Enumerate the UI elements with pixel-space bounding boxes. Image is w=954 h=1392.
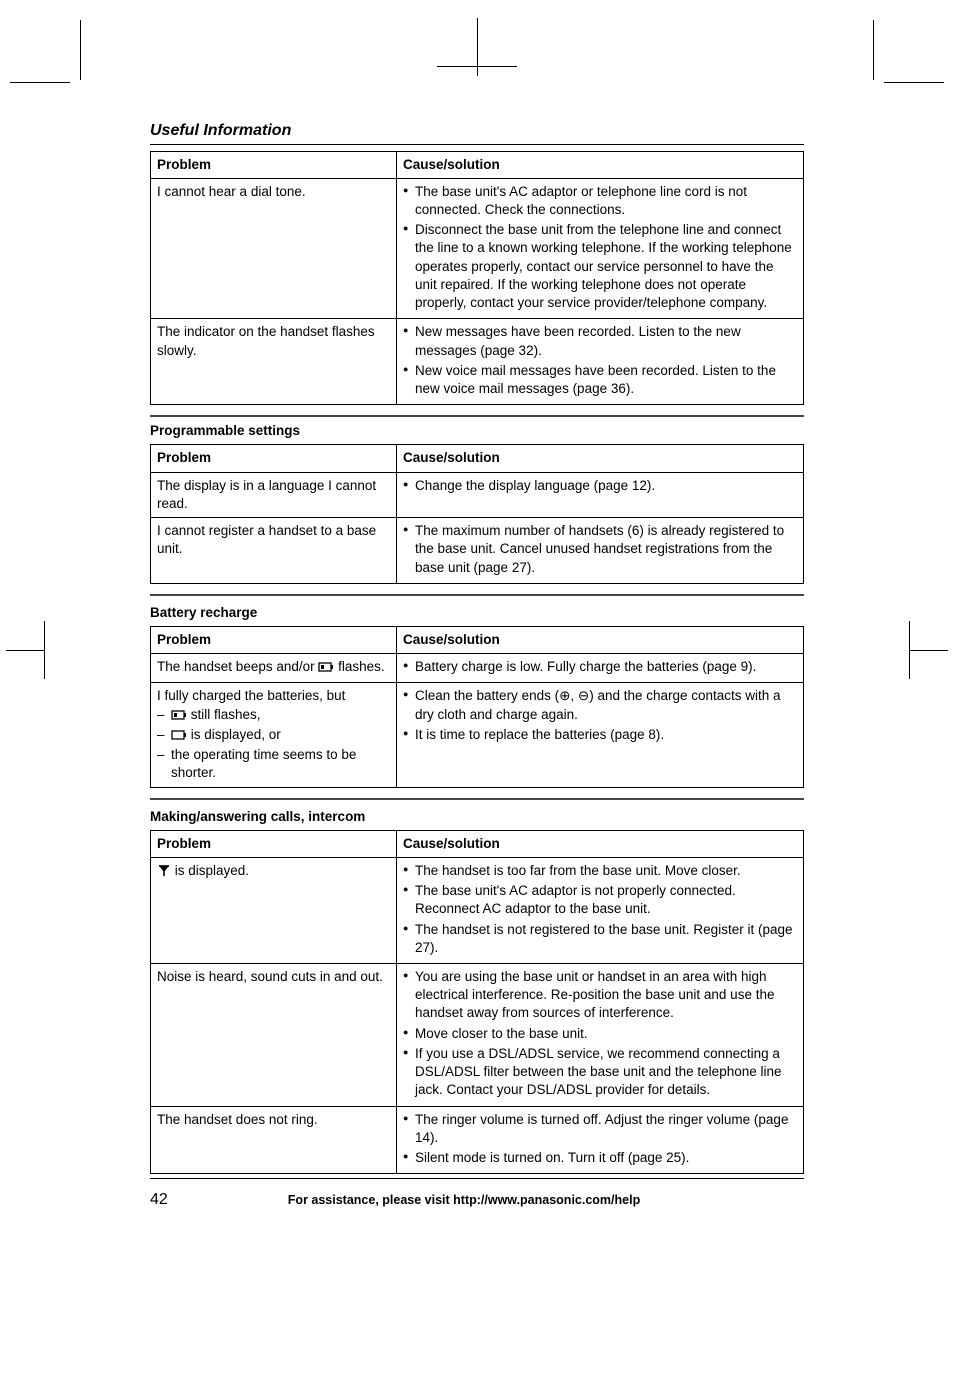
problem-cell: I cannot register a handset to a base un… bbox=[151, 518, 397, 584]
footer-help-text: For assistance, please visit http://www.… bbox=[288, 1192, 640, 1209]
crop-marks-bottom bbox=[0, 1211, 954, 1321]
problem-cell: is displayed. bbox=[151, 857, 397, 963]
cause-item: Change the display language (page 12). bbox=[403, 477, 797, 495]
section-rule bbox=[150, 594, 804, 596]
cause-item: If you use a DSL/ADSL service, we recomm… bbox=[403, 1045, 797, 1100]
problem-cell: Noise is heard, sound cuts in and out. bbox=[151, 964, 397, 1107]
col-header-problem: Problem bbox=[151, 445, 397, 472]
table-row: The indicator on the handset flashes slo… bbox=[151, 319, 804, 405]
cause-item: The ringer volume is turned off. Adjust … bbox=[403, 1111, 797, 1147]
problem-dash-item: still flashes, bbox=[157, 706, 390, 726]
table-row: I fully charged the batteries, but still… bbox=[151, 683, 804, 787]
crop-mark bbox=[909, 621, 910, 679]
cause-cell: Clean the battery ends (⊕, ⊖) and the ch… bbox=[397, 683, 804, 787]
cause-item: Silent mode is turned on. Turn it off (p… bbox=[403, 1149, 797, 1167]
troubleshoot-table-general: Problem Cause/solution I cannot hear a d… bbox=[150, 151, 804, 406]
cause-item: It is time to replace the batteries (pag… bbox=[403, 726, 797, 744]
table-row: I cannot hear a dial tone. The base unit… bbox=[151, 178, 804, 319]
problem-dash-item: the operating time seems to be shorter. bbox=[157, 746, 390, 782]
problem-text: is displayed, or bbox=[187, 727, 281, 742]
problem-text: is displayed. bbox=[171, 863, 249, 878]
page: Useful Information Problem Cause/solutio… bbox=[0, 0, 954, 1321]
table-row: I cannot register a handset to a base un… bbox=[151, 518, 804, 584]
battery-empty-icon bbox=[171, 728, 187, 746]
cause-cell: New messages have been recorded. Listen … bbox=[397, 319, 804, 405]
col-header-cause: Cause/solution bbox=[397, 445, 804, 472]
problem-text: I fully charged the batteries, but bbox=[157, 687, 390, 705]
page-footer: 42 For assistance, please visit http://w… bbox=[150, 1179, 804, 1211]
crop-mark bbox=[10, 82, 70, 83]
cause-item: New voice mail messages have been record… bbox=[403, 362, 797, 398]
cause-cell: Battery charge is low. Fully charge the … bbox=[397, 654, 804, 683]
col-header-problem: Problem bbox=[151, 151, 397, 178]
cause-item: You are using the base unit or handset i… bbox=[403, 968, 797, 1023]
crop-mark bbox=[910, 650, 948, 651]
crop-mark bbox=[0, 1272, 80, 1273]
cause-cell: The handset is too far from the base uni… bbox=[397, 857, 804, 963]
crop-mark bbox=[0, 1211, 60, 1212]
cause-item: Clean the battery ends (⊕, ⊖) and the ch… bbox=[403, 687, 797, 723]
cause-item: New messages have been recorded. Listen … bbox=[403, 323, 797, 359]
cause-item: The maximum number of handsets (6) is al… bbox=[403, 522, 797, 577]
cause-item: Battery charge is low. Fully charge the … bbox=[403, 658, 797, 676]
crop-mark bbox=[44, 621, 45, 679]
col-header-cause: Cause/solution bbox=[397, 830, 804, 857]
table-row: The handset does not ring. The ringer vo… bbox=[151, 1106, 804, 1174]
col-header-problem: Problem bbox=[151, 830, 397, 857]
col-header-cause: Cause/solution bbox=[397, 626, 804, 653]
problem-cell: I cannot hear a dial tone. bbox=[151, 178, 397, 319]
crop-mark bbox=[884, 82, 944, 83]
crop-mark bbox=[6, 650, 44, 651]
subheading-calls: Making/answering calls, intercom bbox=[150, 808, 804, 830]
crop-mark bbox=[477, 18, 478, 76]
crop-mark bbox=[0, 1212, 1, 1272]
table-row: Noise is heard, sound cuts in and out. Y… bbox=[151, 964, 804, 1107]
problem-cell: The display is in a language I cannot re… bbox=[151, 472, 397, 517]
problem-dash-item: is displayed, or bbox=[157, 726, 390, 746]
crop-marks-top bbox=[0, 0, 954, 110]
battery-flash-icon bbox=[171, 708, 187, 726]
col-header-cause: Cause/solution bbox=[397, 151, 804, 178]
problem-cell: I fully charged the batteries, but still… bbox=[151, 683, 397, 787]
cause-item: The handset is too far from the base uni… bbox=[403, 862, 797, 880]
crop-mark bbox=[0, 1331, 60, 1332]
crop-mark bbox=[80, 20, 81, 80]
cause-cell: You are using the base unit or handset i… bbox=[397, 964, 804, 1107]
cause-item: Move closer to the base unit. bbox=[403, 1025, 797, 1043]
crop-mark bbox=[0, 1332, 1, 1392]
problem-text: still flashes, bbox=[187, 707, 261, 722]
cause-cell: The maximum number of handsets (6) is al… bbox=[397, 518, 804, 584]
battery-flash-icon bbox=[318, 660, 334, 678]
subheading-battery: Battery recharge bbox=[150, 604, 804, 626]
cause-item: The base unit's AC adaptor is not proper… bbox=[403, 882, 797, 918]
troubleshoot-table-programmable: Problem Cause/solution The display is in… bbox=[150, 444, 804, 583]
section-rule bbox=[150, 798, 804, 800]
page-number: 42 bbox=[150, 1189, 168, 1211]
table-row: The display is in a language I cannot re… bbox=[151, 472, 804, 517]
section-title: Useful Information bbox=[150, 120, 804, 145]
cause-cell: Change the display language (page 12). bbox=[397, 472, 804, 517]
crop-mark bbox=[873, 20, 874, 80]
cause-item: The handset is not registered to the bas… bbox=[403, 921, 797, 957]
problem-cell: The handset beeps and/or flashes. bbox=[151, 654, 397, 683]
antenna-icon bbox=[157, 863, 171, 882]
col-header-problem: Problem bbox=[151, 626, 397, 653]
problem-cell: The indicator on the handset flashes slo… bbox=[151, 319, 397, 405]
subheading-programmable: Programmable settings bbox=[150, 415, 804, 444]
problem-text: The handset beeps and/or bbox=[157, 659, 318, 674]
troubleshoot-table-calls: Problem Cause/solution is displayed. The… bbox=[150, 830, 804, 1175]
table-row: is displayed. The handset is too far fro… bbox=[151, 857, 804, 963]
problem-text: flashes. bbox=[334, 659, 384, 674]
cause-item: The base unit's AC adaptor or telephone … bbox=[403, 183, 797, 219]
cause-cell: The base unit's AC adaptor or telephone … bbox=[397, 178, 804, 319]
cause-cell: The ringer volume is turned off. Adjust … bbox=[397, 1106, 804, 1174]
problem-cell: The handset does not ring. bbox=[151, 1106, 397, 1174]
troubleshoot-table-battery: Problem Cause/solution The handset beeps… bbox=[150, 626, 804, 788]
cause-item: Disconnect the base unit from the teleph… bbox=[403, 221, 797, 312]
content-area: Useful Information Problem Cause/solutio… bbox=[0, 110, 954, 1211]
crop-mark bbox=[0, 1273, 1, 1331]
table-row: The handset beeps and/or flashes. Batter… bbox=[151, 654, 804, 683]
